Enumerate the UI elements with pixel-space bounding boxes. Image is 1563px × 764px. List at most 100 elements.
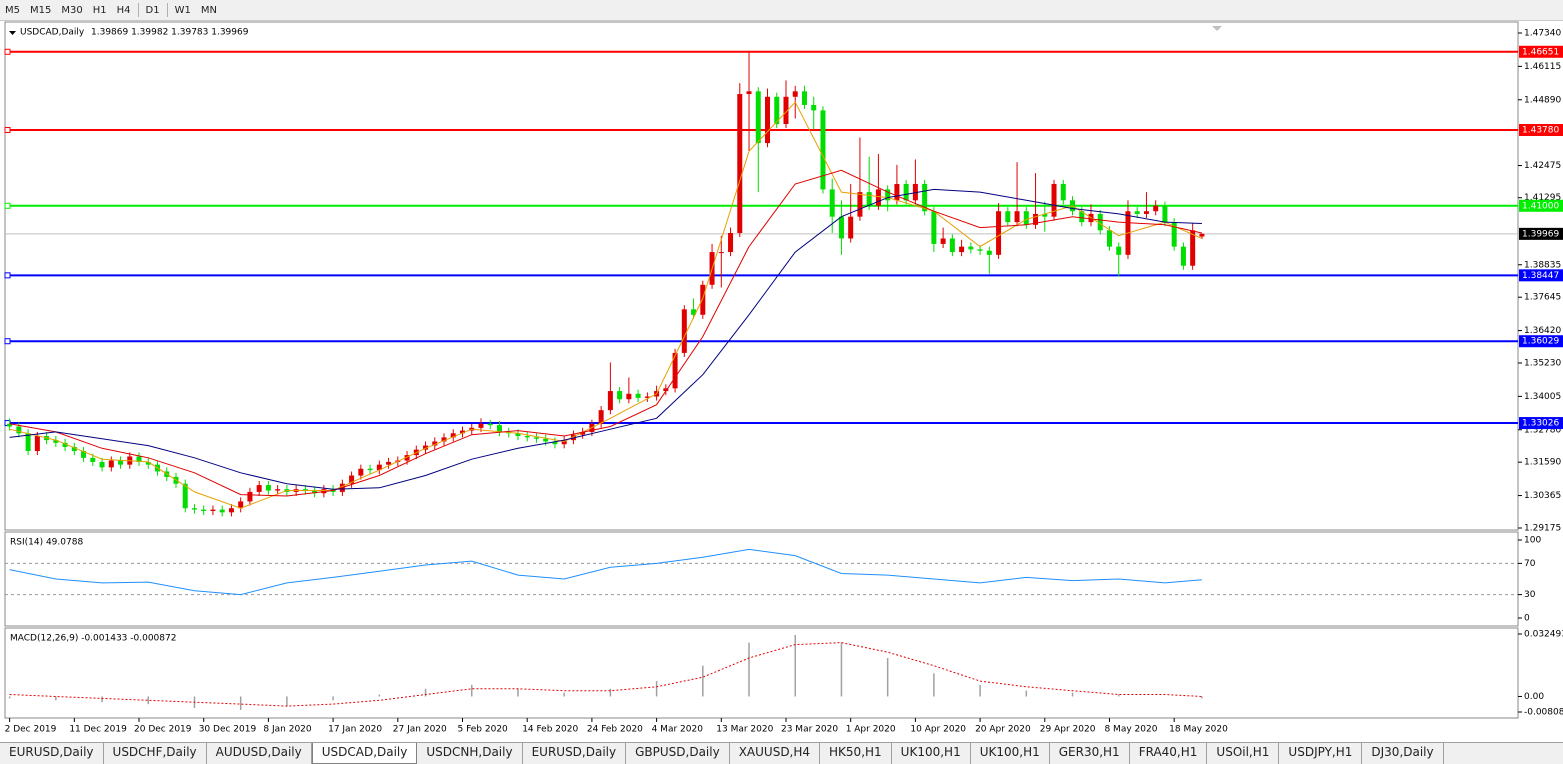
level-handle [4,127,11,134]
candle-body [949,238,955,253]
chart-tab[interactable]: GBPUSD,Daily [626,743,730,764]
menu-arrow[interactable] [9,31,16,35]
timeframe-button[interactable]: W1 [174,4,191,16]
timeframe-button[interactable]: M5 [5,4,20,16]
chart-tab[interactable]: UK100,H1 [971,743,1050,764]
chart-tab[interactable]: AUDUSD,Daily [207,743,312,764]
timeframe-button[interactable]: D1 [145,4,160,16]
x-tick-label: 27 Jan 2020 [393,725,447,735]
y-tick-label: 1.34005 [1524,392,1561,402]
candle-body [875,189,881,206]
candle-body [210,509,216,511]
x-tick-label: 14 Feb 2020 [522,725,578,735]
current-price-label: 1.39969 [1522,229,1559,239]
candle-body [441,437,447,442]
candle-body [496,425,502,432]
level-price-label: 1.43780 [1522,126,1559,136]
timeframe-button[interactable]: MN [200,4,217,16]
level-handle [4,338,11,345]
candle-body [1033,213,1039,225]
chart-tab[interactable]: USOil,H1 [1207,743,1280,764]
candle-body [228,508,234,513]
candle-body [848,216,854,239]
ohlc-values: 1.39869 1.39982 1.39783 1.39969 [91,28,249,38]
candle-body [1060,183,1066,201]
chart-tab[interactable]: UK100,H1 [892,743,971,764]
candle-body [450,433,456,438]
timeframe-button[interactable]: M30 [61,4,83,16]
chart-tab[interactable]: USDCAD,Daily [311,743,418,764]
level-price-box [1519,269,1563,282]
y-tick-label: 0 [1524,614,1530,624]
x-tick-label: 29 Apr 2020 [1040,725,1096,735]
x-tick-label: 20 Dec 2019 [134,725,192,735]
candle-body [866,192,872,206]
indicator-title: RSI(14) 49.0788 [10,538,83,548]
candle-body [885,189,891,201]
candle-body [931,211,937,244]
moving-average [9,188,1202,490]
chart-tab[interactable]: EURUSD,Daily [0,743,104,764]
candle-body [478,423,484,428]
y-tick-label: 1.47340 [1524,29,1561,39]
candle-body [986,250,992,255]
chart-tab[interactable]: DJ30,Daily [1362,743,1444,764]
timeframe-button[interactable]: M15 [30,4,52,16]
candle-body [626,393,632,400]
chart-tab[interactable]: GER30,H1 [1050,743,1130,764]
candle-body [182,483,188,509]
candle-body [1162,205,1168,223]
y-tick-label: 1.38835 [1524,260,1561,270]
candle-body [607,391,613,411]
chart-tab[interactable]: FRA40,H1 [1130,743,1208,764]
candle-body [635,393,641,398]
chart-tab[interactable]: USDJPY,H1 [1279,743,1363,764]
shift-marker [1212,26,1222,31]
y-tick-label: -0.008086 [1524,708,1563,718]
candle-body [219,509,225,513]
candle-body [1116,246,1122,255]
candle-body [460,430,466,434]
level-handle [4,202,11,209]
candle-body [1190,230,1196,266]
candle-body [922,183,928,212]
x-tick-label: 5 Feb 2020 [458,725,509,735]
candle-body [755,91,761,144]
y-tick-label: 1.44890 [1524,95,1561,105]
timeframe-button[interactable]: H4 [116,4,131,16]
chart-tab[interactable]: EURUSD,Daily [523,743,627,764]
signal-line [9,642,1202,707]
candle-body [737,94,743,234]
candle-body [765,96,771,144]
candle-body [792,91,798,97]
rsi-line [9,548,1202,596]
x-tick-label: 13 Mar 2020 [716,725,773,735]
candle-body [801,91,807,105]
rsi-panel [4,531,1519,627]
candle-body [367,468,373,471]
candle-body [358,468,364,476]
candle-body [302,489,308,491]
chart-tab[interactable]: HK50,H1 [820,743,892,764]
timeframe-button[interactable]: H1 [92,4,107,16]
candle-body [681,309,687,353]
candle-body [940,238,946,244]
chart-tab[interactable]: USDCNH,Daily [417,743,523,764]
candle-body [265,485,271,491]
candle-body [811,104,817,111]
candle-body [191,508,197,510]
candle-body [644,396,650,398]
candle-body [820,110,826,190]
chart-tab[interactable]: XAUUSD,H4 [730,743,821,764]
chart-tab[interactable]: USDCHF,Daily [104,743,207,764]
level-price-label: 1.38447 [1522,271,1559,281]
level-price-box [1519,335,1563,348]
candle-body [247,491,253,502]
candle-body [108,460,114,468]
level-handle [4,48,11,55]
level-price-label: 1.41000 [1522,201,1559,211]
y-tick-label: 1.41295 [1524,193,1561,203]
chart-tabs: EURUSD,Daily USDCHF,Daily AUDUSD,Daily USDC… [0,742,1563,764]
candle-body [7,423,13,427]
y-tick-label: 1.46115 [1524,62,1561,72]
